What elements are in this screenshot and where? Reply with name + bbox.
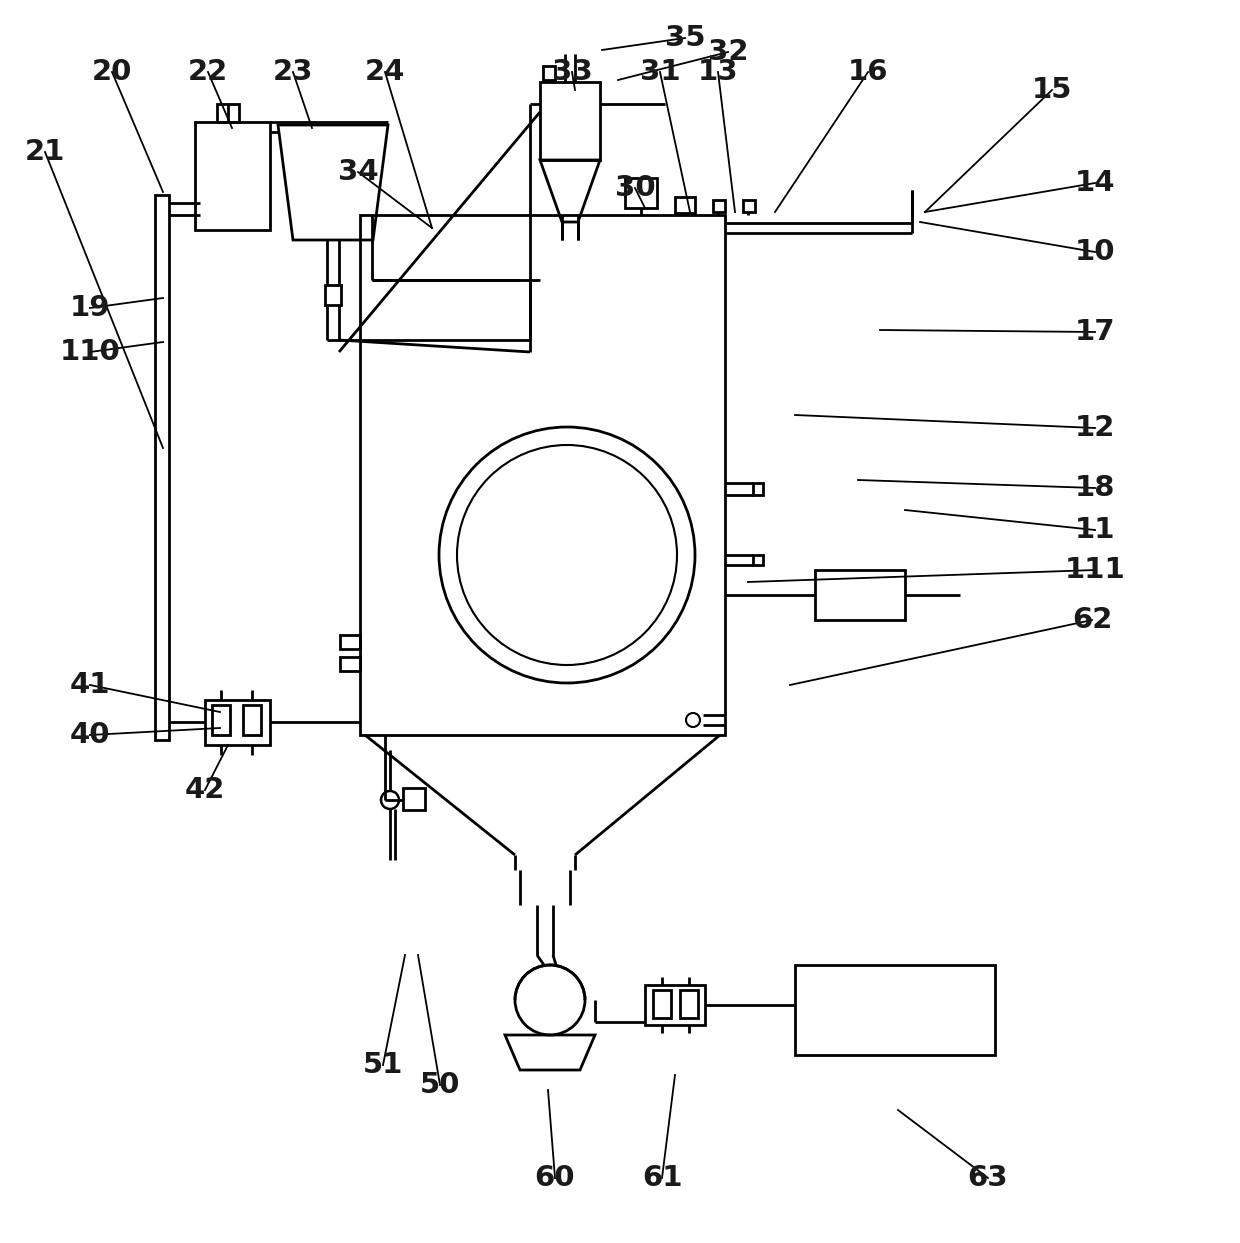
Text: 30: 30 xyxy=(615,174,655,203)
Text: 20: 20 xyxy=(92,58,133,86)
Text: 60: 60 xyxy=(534,1163,575,1192)
Text: 19: 19 xyxy=(69,295,110,322)
Bar xyxy=(815,571,905,620)
Bar xyxy=(743,200,755,213)
Text: 110: 110 xyxy=(60,338,120,365)
Bar xyxy=(645,984,706,1025)
Bar xyxy=(753,484,763,495)
Text: 61: 61 xyxy=(642,1163,682,1192)
Bar xyxy=(360,215,725,735)
Bar xyxy=(340,658,360,671)
Bar xyxy=(539,82,600,160)
Text: 17: 17 xyxy=(1075,318,1115,346)
Bar xyxy=(212,705,229,735)
Text: 14: 14 xyxy=(1075,169,1115,196)
Text: 33: 33 xyxy=(552,58,593,86)
Text: 12: 12 xyxy=(1075,414,1115,443)
Bar xyxy=(680,989,698,1018)
Text: 21: 21 xyxy=(25,138,66,167)
Text: 11: 11 xyxy=(1075,516,1115,544)
Bar xyxy=(543,66,556,80)
Bar xyxy=(340,635,360,649)
Text: 16: 16 xyxy=(848,58,888,86)
Text: 50: 50 xyxy=(420,1071,460,1099)
Text: 51: 51 xyxy=(363,1052,403,1079)
Bar xyxy=(653,989,671,1018)
Text: 41: 41 xyxy=(69,671,110,699)
Text: 32: 32 xyxy=(708,39,748,66)
Text: 22: 22 xyxy=(188,58,228,86)
Text: 35: 35 xyxy=(665,24,706,52)
Text: 10: 10 xyxy=(1075,237,1115,266)
Text: 23: 23 xyxy=(273,58,314,86)
Text: 111: 111 xyxy=(1065,556,1126,584)
Bar xyxy=(325,285,341,305)
Text: 13: 13 xyxy=(698,58,738,86)
Text: 40: 40 xyxy=(69,721,110,750)
Text: 62: 62 xyxy=(1071,607,1112,634)
Bar xyxy=(155,195,169,740)
Text: 34: 34 xyxy=(337,158,378,186)
Text: 15: 15 xyxy=(1032,76,1073,104)
Bar xyxy=(217,104,239,122)
Text: 63: 63 xyxy=(967,1163,1008,1192)
Bar xyxy=(675,196,694,213)
Bar xyxy=(795,965,994,1055)
Bar xyxy=(713,200,725,213)
Bar xyxy=(243,705,260,735)
Bar xyxy=(403,788,425,810)
Bar xyxy=(753,556,763,566)
Bar xyxy=(195,122,270,230)
Text: 42: 42 xyxy=(185,776,226,804)
Bar xyxy=(205,700,270,745)
Text: 31: 31 xyxy=(640,58,681,86)
Text: 18: 18 xyxy=(1075,474,1115,502)
Bar xyxy=(625,178,657,208)
Text: 24: 24 xyxy=(365,58,405,86)
